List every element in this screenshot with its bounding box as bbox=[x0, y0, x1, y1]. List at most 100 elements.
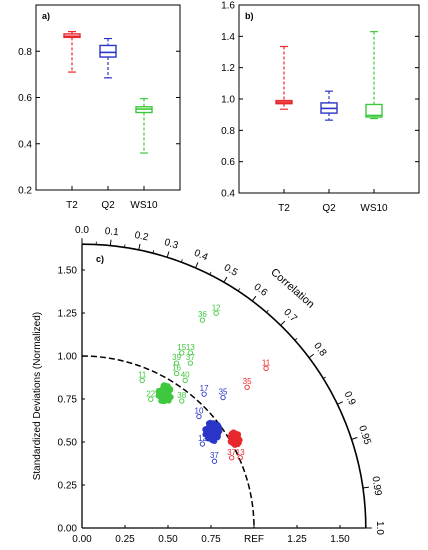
corr-minor-tick bbox=[152, 250, 155, 254]
x-tick-label: REF bbox=[244, 534, 264, 545]
data-label: 39 bbox=[172, 353, 181, 362]
plot-frame bbox=[35, 4, 181, 191]
data-point bbox=[220, 394, 226, 401]
corr-tick bbox=[337, 401, 344, 405]
y-tick-label: 1.50 bbox=[58, 266, 78, 277]
data-point bbox=[187, 350, 194, 356]
x-tick-label: WS10 bbox=[360, 203, 388, 214]
reference-arc bbox=[81, 355, 255, 529]
data-point bbox=[148, 396, 154, 402]
corr-tick bbox=[351, 437, 358, 440]
y-tick-label: 1.2 bbox=[221, 63, 235, 74]
x-tick-label: 0.00 bbox=[72, 534, 92, 545]
y-tick-label: 0.50 bbox=[58, 438, 78, 449]
box-t2 bbox=[63, 30, 81, 73]
data-label: 35 bbox=[243, 377, 252, 386]
y-tick-label: 0.6 bbox=[18, 93, 32, 104]
data-point bbox=[196, 413, 202, 420]
corr-tick-label: 0.4 bbox=[192, 248, 210, 264]
x-tick-label: Q2 bbox=[101, 200, 115, 211]
x-tick-label: 0.25 bbox=[115, 534, 135, 545]
data-point bbox=[213, 310, 219, 316]
panel-a: a) 0.2 0.4 0.6 0.8 T2 Q2 WS10 bbox=[18, 4, 181, 211]
data-label: 11 bbox=[262, 358, 271, 367]
corr-tick-label: 0.1 bbox=[104, 226, 119, 238]
corr-tick bbox=[308, 353, 315, 359]
box-q2 bbox=[99, 37, 117, 79]
corr-tick-label: 0.8 bbox=[311, 341, 328, 359]
corr-tick bbox=[362, 486, 369, 489]
corr-tick bbox=[223, 276, 228, 283]
box-iqr bbox=[99, 44, 117, 58]
data-point bbox=[208, 427, 215, 434]
data-label: 12 bbox=[212, 303, 221, 312]
corr-axis-title: Correlation bbox=[268, 266, 316, 311]
corr-tick bbox=[138, 243, 141, 251]
corr-tick-label: 0.0 bbox=[75, 225, 89, 236]
y-axis-title: Standardized Deviations (Normalized) bbox=[32, 312, 43, 480]
panel-b: b) 0.4 0.6 0.8 1.0 1.2 1.4 1.6 T2 Q2 WS10 bbox=[221, 1, 420, 214]
data-point bbox=[230, 440, 237, 447]
corr-tick-label: 0.2 bbox=[134, 230, 150, 244]
corr-tick bbox=[166, 251, 170, 258]
data-point bbox=[187, 360, 194, 366]
data-label: 38 bbox=[177, 391, 186, 400]
data-label: 12 bbox=[198, 434, 207, 443]
data-label: 35 bbox=[219, 388, 228, 397]
corr-minor-tick bbox=[266, 309, 269, 313]
data-label: 11 bbox=[138, 370, 147, 379]
outer-arc bbox=[81, 243, 367, 529]
y-tick-label: 0.4 bbox=[221, 189, 235, 200]
corr-minor-tick bbox=[237, 288, 241, 292]
data-point bbox=[199, 441, 206, 447]
data-label: 37 bbox=[186, 353, 195, 362]
box-t2 bbox=[275, 45, 293, 110]
corr-minor-tick bbox=[209, 271, 212, 275]
data-label: 13 bbox=[186, 343, 195, 352]
corr-minor-tick bbox=[294, 337, 298, 341]
y-tick-label: 1.6 bbox=[221, 1, 235, 12]
corr-tick bbox=[251, 295, 257, 302]
data-point bbox=[237, 455, 243, 461]
data-point bbox=[179, 398, 185, 404]
corr-tick-label: 0.9 bbox=[342, 390, 358, 408]
data-label: 37 bbox=[227, 448, 236, 457]
data-label: 37 bbox=[210, 451, 219, 460]
data-point bbox=[216, 425, 222, 432]
y-tick-label: 1.0 bbox=[221, 95, 235, 106]
y-tick-label: 0.8 bbox=[221, 126, 235, 137]
data-label: 10 bbox=[195, 406, 204, 415]
y-tick-label: 0.4 bbox=[18, 139, 32, 150]
data-point bbox=[162, 382, 169, 389]
data-point bbox=[201, 391, 207, 397]
box-ws10 bbox=[135, 98, 153, 154]
corr-tick-label: 0.5 bbox=[222, 262, 240, 279]
x-tick-label: 0.75 bbox=[201, 534, 221, 545]
y-tick-label: 0.2 bbox=[18, 186, 32, 197]
data-point bbox=[263, 365, 269, 371]
panel-label: c) bbox=[96, 254, 104, 264]
y-tick-label: 0.75 bbox=[58, 395, 78, 406]
x-tick-label: Q2 bbox=[322, 203, 336, 214]
y-tick-label: 0.00 bbox=[58, 524, 78, 535]
data-point bbox=[199, 317, 206, 323]
y-tick-label: 0.25 bbox=[58, 481, 78, 492]
corr-tick bbox=[280, 320, 286, 326]
data-point bbox=[173, 370, 180, 377]
data-label: 13 bbox=[236, 448, 245, 457]
data-point bbox=[139, 377, 145, 384]
x-tick-label: T2 bbox=[66, 200, 78, 211]
data-label: 40 bbox=[181, 370, 190, 379]
corr-tick-label: 0.6 bbox=[252, 282, 270, 299]
corr-tick-label: 0.3 bbox=[163, 237, 180, 252]
panel-label: a) bbox=[42, 11, 50, 21]
data-label: 22 bbox=[146, 389, 155, 398]
corr-tick-label: 0.99 bbox=[370, 476, 384, 497]
data-point bbox=[173, 360, 180, 366]
data-point bbox=[244, 384, 250, 390]
data-point bbox=[163, 393, 169, 400]
box-q2 bbox=[320, 90, 338, 121]
